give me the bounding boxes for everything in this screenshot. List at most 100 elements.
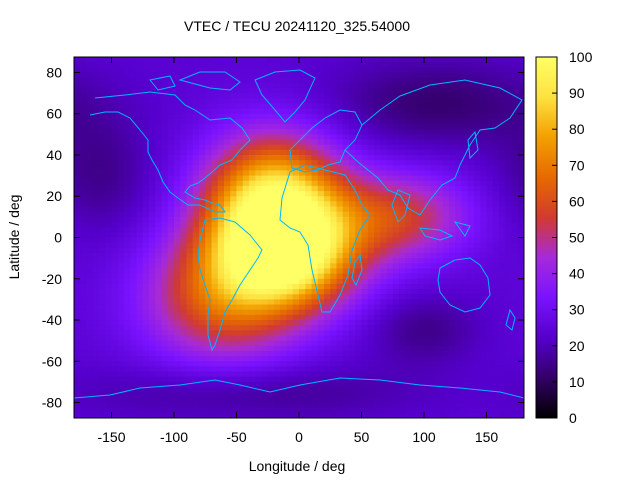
heatmap-cell [161, 185, 169, 192]
heatmap-cell [517, 175, 524, 182]
heatmap-cell [249, 294, 256, 300]
heatmap-cell [217, 268, 225, 275]
heatmap-cell [80, 144, 88, 151]
heatmap-cell [311, 160, 319, 166]
heatmap-cell [436, 144, 444, 151]
heatmap-cell [517, 381, 524, 388]
heatmap-cell [474, 139, 481, 146]
heatmap-cell [186, 392, 194, 398]
heatmap-cell [424, 340, 431, 347]
heatmap-cell [292, 62, 300, 68]
heatmap-cell [349, 345, 356, 352]
heatmap-cell [111, 103, 119, 110]
heatmap-cell [342, 222, 350, 228]
heatmap-cell [230, 175, 238, 182]
heatmap-cell [417, 62, 425, 68]
heatmap-cell [217, 252, 225, 259]
heatmap-cell [411, 376, 419, 383]
heatmap-cell [186, 72, 194, 79]
heatmap-cell [405, 108, 413, 115]
heatmap-cell [124, 93, 131, 99]
heatmap-cell [411, 247, 419, 254]
heatmap-cell [124, 294, 131, 300]
heatmap-cell [149, 87, 156, 94]
heatmap-cell [380, 273, 388, 280]
heatmap-cell [117, 263, 125, 270]
heatmap-cell [436, 124, 444, 130]
heatmap-cell [330, 371, 338, 378]
heatmap-cell [336, 103, 344, 110]
heatmap-cell [517, 356, 524, 362]
heatmap-cell [130, 139, 138, 146]
heatmap-cell [199, 402, 206, 409]
heatmap-cell [274, 304, 281, 311]
heatmap-cell [80, 149, 88, 156]
heatmap-cell [455, 237, 463, 244]
heatmap-cell [399, 392, 406, 398]
heatmap-cell [386, 211, 394, 218]
heatmap-cell [349, 149, 356, 156]
heatmap-cell [255, 268, 263, 275]
heatmap-cell [230, 273, 238, 280]
heatmap-cell [261, 387, 269, 393]
heatmap-cell [467, 263, 475, 270]
heatmap-cell [461, 82, 469, 89]
heatmap-cell [230, 211, 238, 218]
heatmap-cell [511, 268, 519, 275]
heatmap-cell [261, 273, 269, 280]
heatmap-cell [92, 93, 100, 99]
heatmap-cell [249, 252, 256, 259]
heatmap-cell [130, 299, 138, 306]
heatmap-cell [305, 309, 313, 316]
heatmap-cell [511, 124, 519, 130]
heatmap-cell [349, 366, 356, 373]
heatmap-cell [355, 144, 363, 151]
heatmap-cell [505, 258, 513, 264]
heatmap-cell [330, 129, 338, 135]
heatmap-cell [161, 392, 169, 398]
heatmap-cell [411, 201, 419, 208]
heatmap-cell [299, 242, 306, 249]
heatmap-cell [174, 273, 181, 280]
heatmap-cell [455, 72, 463, 79]
heatmap-cell [517, 366, 524, 373]
heatmap-cell [455, 268, 463, 275]
heatmap-cell [299, 361, 306, 368]
heatmap-cell [349, 397, 356, 404]
heatmap-cell [386, 222, 394, 228]
heatmap-cell [155, 340, 163, 347]
heatmap-cell [417, 222, 425, 228]
heatmap-cell [449, 366, 456, 373]
heatmap-cell [505, 304, 513, 311]
heatmap-cell [336, 340, 344, 347]
heatmap-cell [242, 335, 250, 342]
heatmap-cell [86, 345, 94, 352]
heatmap-cell [424, 283, 431, 290]
heatmap-cell [467, 381, 475, 388]
heatmap-cell [442, 222, 450, 228]
heatmap-cell [105, 67, 113, 74]
heatmap-cell [217, 57, 225, 63]
heatmap-cell [342, 278, 350, 285]
heatmap-cell [211, 211, 219, 218]
heatmap-cell [211, 57, 219, 63]
heatmap-cell [280, 67, 288, 74]
heatmap-cell [211, 222, 219, 228]
heatmap-cell [174, 325, 181, 331]
heatmap-cell [192, 237, 200, 244]
heatmap-cell [149, 278, 156, 285]
heatmap-cell [442, 258, 450, 264]
heatmap-cell [399, 201, 406, 208]
heatmap-cell [105, 185, 113, 192]
heatmap-cell [261, 129, 269, 135]
heatmap-cell [299, 227, 306, 233]
heatmap-cell [424, 314, 431, 321]
heatmap-cell [292, 82, 300, 89]
heatmap-cell [317, 206, 325, 213]
heatmap-cell [367, 72, 375, 79]
heatmap-cell [299, 170, 306, 177]
heatmap-cell [161, 62, 169, 68]
heatmap-cell [124, 366, 131, 373]
heatmap-cell [374, 325, 381, 331]
heatmap-cell [355, 345, 363, 352]
